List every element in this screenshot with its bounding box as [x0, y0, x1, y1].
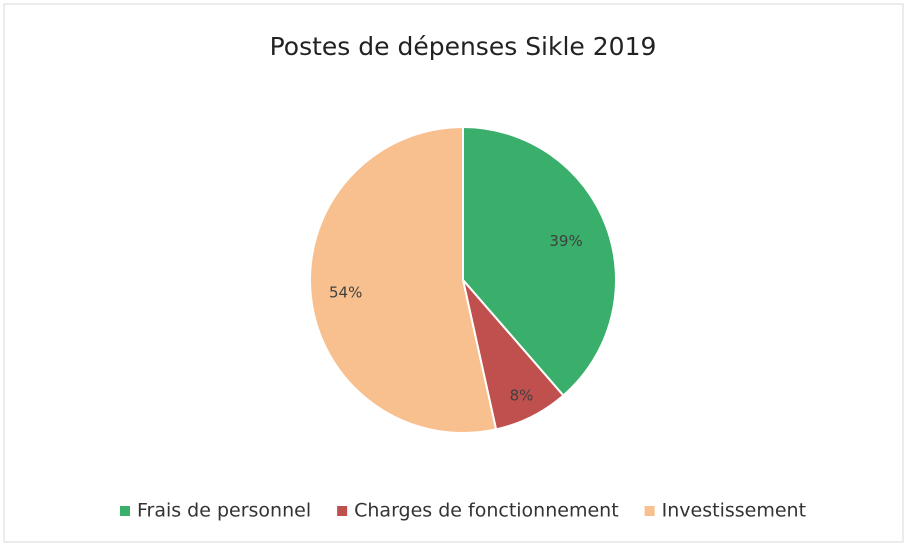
data-label: 54%: [329, 283, 362, 301]
legend: Frais de personnel Charges de fonctionnem…: [119, 500, 806, 522]
chart-title: Postes de dépenses Sikle 2019: [270, 32, 657, 61]
legend-label: Charges de fonctionnement: [354, 500, 619, 522]
legend-label: Investissement: [662, 500, 806, 522]
legend-label: Frais de personnel: [137, 500, 311, 522]
pie-slice: [462, 125, 617, 397]
data-label: 8%: [510, 387, 534, 405]
legend-swatch: [119, 506, 130, 516]
pie-slice: [309, 125, 498, 434]
data-label: 39%: [549, 232, 582, 250]
legend-swatch: [337, 506, 348, 516]
legend-swatch: [644, 506, 655, 516]
